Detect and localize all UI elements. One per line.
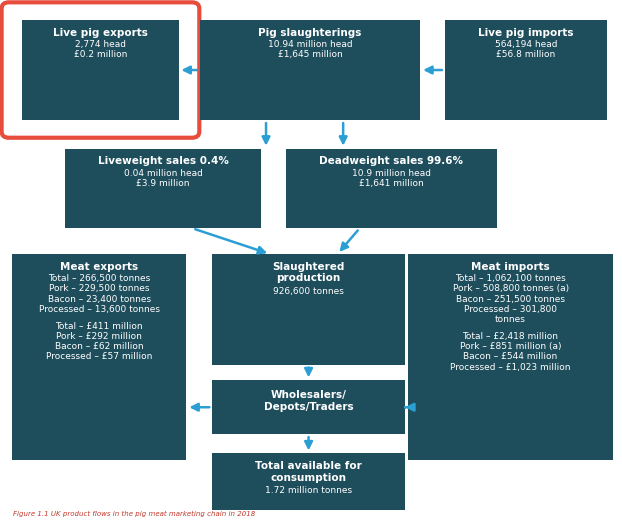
Text: Total – £411 million: Total – £411 million (55, 322, 143, 331)
Text: Pork – £851 million (a): Pork – £851 million (a) (460, 342, 561, 351)
Text: 564,194 head: 564,194 head (494, 40, 557, 49)
Text: Figure 1.1 UK product flows in the pig meat marketing chain in 2018: Figure 1.1 UK product flows in the pig m… (13, 511, 256, 517)
Text: 10.9 million head: 10.9 million head (351, 169, 430, 177)
Text: 2,774 head: 2,774 head (75, 40, 126, 49)
FancyBboxPatch shape (408, 254, 613, 460)
Text: Total available for
consumption: Total available for consumption (255, 461, 362, 483)
Text: £3.9 million: £3.9 million (136, 179, 190, 188)
FancyBboxPatch shape (285, 149, 497, 228)
Text: Total – 266,500 tonnes: Total – 266,500 tonnes (48, 274, 151, 283)
Text: 0.04 million head: 0.04 million head (124, 169, 203, 177)
Text: Processed – £1,023 million: Processed – £1,023 million (450, 362, 571, 372)
FancyBboxPatch shape (212, 453, 405, 510)
Text: Slaughtered
production: Slaughtered production (272, 262, 345, 283)
FancyBboxPatch shape (445, 20, 607, 120)
Text: Pork – 508,800 tonnes (a): Pork – 508,800 tonnes (a) (453, 284, 569, 293)
Text: Bacon – £544 million: Bacon – £544 million (463, 352, 558, 361)
FancyBboxPatch shape (212, 254, 405, 365)
Text: Liveweight sales 0.4%: Liveweight sales 0.4% (98, 156, 229, 167)
Text: £56.8 million: £56.8 million (496, 50, 555, 59)
Text: Processed – 301,800: Processed – 301,800 (464, 305, 557, 314)
Text: 1.72 million tonnes: 1.72 million tonnes (265, 486, 352, 495)
Text: Deadweight sales 99.6%: Deadweight sales 99.6% (319, 156, 463, 167)
Text: Bacon – 251,500 tonnes: Bacon – 251,500 tonnes (456, 294, 565, 304)
Text: Processed – 13,600 tonnes: Processed – 13,600 tonnes (39, 305, 160, 314)
Text: £1,645 million: £1,645 million (278, 50, 343, 59)
Text: Bacon – 23,400 tonnes: Bacon – 23,400 tonnes (48, 294, 151, 304)
Text: £0.2 million: £0.2 million (74, 50, 127, 59)
Text: Live pig exports: Live pig exports (53, 28, 148, 38)
Text: Bacon – £62 million: Bacon – £62 million (55, 342, 144, 351)
FancyBboxPatch shape (65, 149, 261, 228)
Text: Pork – £292 million: Pork – £292 million (57, 332, 142, 341)
FancyBboxPatch shape (12, 254, 187, 460)
FancyBboxPatch shape (212, 380, 405, 434)
Text: 10.94 million head: 10.94 million head (268, 40, 353, 49)
Text: Pork – 229,500 tonnes: Pork – 229,500 tonnes (49, 284, 149, 293)
Text: 926,600 tonnes: 926,600 tonnes (273, 287, 344, 295)
Text: Total – £2,418 million: Total – £2,418 million (463, 332, 559, 341)
Text: £1,641 million: £1,641 million (359, 179, 424, 188)
Text: Meat imports: Meat imports (471, 262, 550, 272)
Text: Meat exports: Meat exports (60, 262, 138, 272)
Text: Wholesalers/
Depots/Traders: Wholesalers/ Depots/Traders (264, 390, 353, 412)
FancyBboxPatch shape (200, 20, 420, 120)
Text: Processed – £57 million: Processed – £57 million (46, 352, 152, 361)
FancyBboxPatch shape (22, 20, 179, 120)
Text: Live pig imports: Live pig imports (478, 28, 573, 38)
Text: tonnes: tonnes (495, 315, 526, 324)
Text: Pig slaughterings: Pig slaughterings (258, 28, 362, 38)
Text: Total – 1,062,100 tonnes: Total – 1,062,100 tonnes (455, 274, 566, 283)
